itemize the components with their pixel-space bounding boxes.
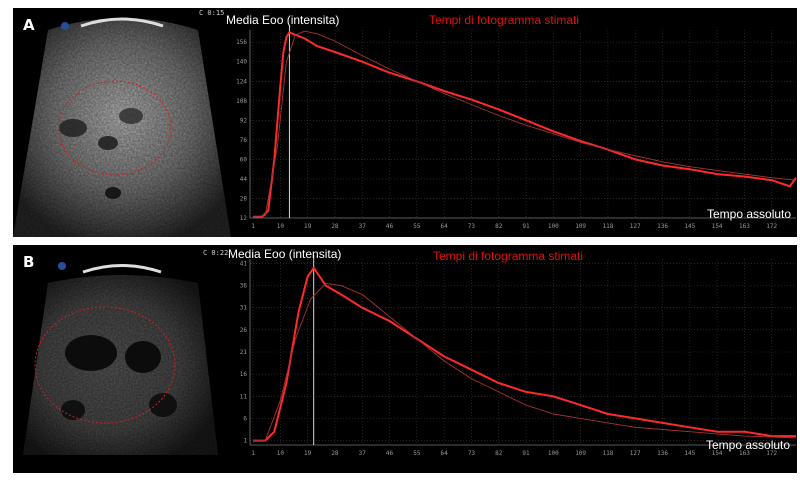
y-tick-label: 44 — [240, 176, 248, 183]
roi-outline — [58, 80, 172, 176]
x-tick-label: 172 — [766, 223, 777, 230]
y-tick-label: 12 — [240, 215, 248, 222]
x-tick-label: 28 — [331, 450, 339, 457]
panel-a: A C 0:15 Media Eoo (intensita) Tempi di … — [13, 8, 797, 237]
x-tick-label: 136 — [657, 223, 668, 230]
probe-orientation-icon — [58, 262, 66, 270]
time-label: C 0:15 — [199, 9, 225, 17]
x-tick-label: 82 — [495, 450, 503, 457]
x-tick-label: 55 — [413, 450, 421, 457]
series-measured-curve — [253, 266, 796, 442]
x-tick-label: 145 — [684, 450, 695, 457]
x-tick-label: 154 — [712, 450, 723, 457]
x-tick-label: 109 — [575, 450, 586, 457]
x-tick-label: 73 — [468, 450, 476, 457]
x-tick-label: 1 — [251, 223, 255, 230]
x-tick-label: 55 — [413, 223, 421, 230]
chart-title: Media Eoo (intensita) — [226, 13, 340, 27]
y-tick-label: 1 — [243, 438, 247, 445]
x-tick-label: 100 — [548, 450, 559, 457]
tic-chart: 1 10 19 28 37 46 55 64 73 82 91 100 109 118 127 136 145 1… — [236, 26, 797, 230]
chart-subtitle: Tempi di fotogramma stimati — [429, 13, 580, 27]
x-tick-label: 1 — [251, 450, 255, 457]
x-tick-label: 109 — [575, 223, 586, 230]
x-tick-label: 10 — [277, 223, 285, 230]
y-tick-label: 11 — [240, 393, 248, 400]
chart-title: Media Eoo (intensita) — [228, 247, 342, 261]
x-tick-label: 46 — [386, 223, 394, 230]
time-label: C 0:22 — [203, 249, 229, 257]
y-tick-label: 36 — [240, 283, 248, 290]
panel-b: B C 0:22 Media Eoo (intensita) Tempi di … — [13, 245, 797, 473]
y-tick-label: 124 — [236, 78, 247, 85]
roi-outline — [34, 306, 176, 424]
y-tick-label: 21 — [240, 349, 248, 356]
y-tick-label: 60 — [240, 156, 248, 163]
x-axis-label: Tempo assoluto — [706, 438, 791, 452]
x-tick-label: 19 — [304, 450, 312, 457]
y-tick-label: 140 — [236, 59, 247, 66]
panel-letter: B — [23, 253, 35, 271]
x-tick-label: 91 — [522, 223, 530, 230]
x-tick-label: 82 — [495, 223, 503, 230]
x-tick-label: 37 — [359, 450, 367, 457]
probe-arc — [80, 17, 164, 28]
x-tick-label: 172 — [766, 450, 777, 457]
y-tick-label: 92 — [240, 117, 248, 124]
y-tick-label: 28 — [240, 195, 248, 202]
x-tick-label: 118 — [603, 223, 614, 230]
y-tick-label: 108 — [236, 98, 247, 105]
y-tick-label: 6 — [243, 415, 247, 422]
y-tick-label: 31 — [240, 305, 248, 312]
x-tick-label: 64 — [441, 450, 449, 457]
x-tick-label: 19 — [304, 223, 312, 230]
x-tick-label: 127 — [630, 450, 641, 457]
x-tick-label: 73 — [468, 223, 476, 230]
probe-arc — [82, 264, 162, 274]
x-tick-label: 91 — [522, 450, 530, 457]
probe-orientation-icon — [61, 22, 69, 30]
ultrasound-image — [23, 262, 218, 455]
x-tick-label: 28 — [331, 223, 339, 230]
x-tick-label: 64 — [441, 223, 449, 230]
ultrasound-image — [13, 17, 231, 237]
x-tick-label: 46 — [386, 450, 394, 457]
x-tick-label: 136 — [657, 450, 668, 457]
series-fitted-curve — [253, 282, 797, 442]
y-tick-label: 156 — [236, 39, 247, 46]
x-tick-label: 154 — [712, 223, 723, 230]
y-tick-label: 76 — [240, 137, 248, 144]
x-tick-label: 145 — [684, 223, 695, 230]
x-tick-label: 127 — [630, 223, 641, 230]
chart-subtitle: Tempi di fotogramma stimati — [433, 249, 584, 263]
x-tick-label: 10 — [277, 450, 285, 457]
x-tick-label: 163 — [739, 450, 750, 457]
x-tick-label: 118 — [603, 450, 614, 457]
y-tick-label: 16 — [240, 371, 248, 378]
y-tick-label: 26 — [240, 327, 248, 334]
panel-letter: A — [23, 16, 35, 34]
y-tick-label: 41 — [240, 260, 248, 267]
x-axis-label: Tempo assoluto — [707, 207, 792, 221]
x-tick-label: 100 — [548, 223, 559, 230]
tic-chart: 1 10 19 28 37 46 55 64 73 82 91 100 109 118 127 136 145 1… — [240, 255, 797, 457]
x-tick-label: 37 — [359, 223, 367, 230]
x-tick-label: 163 — [739, 223, 750, 230]
series-fitted-curve — [252, 30, 797, 218]
